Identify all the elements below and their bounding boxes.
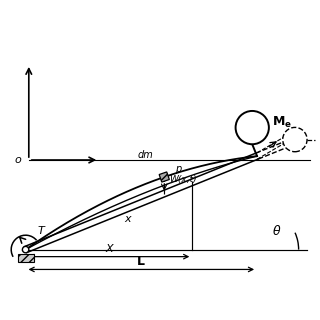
Text: x: x [124, 214, 131, 224]
Text: X: X [105, 244, 113, 254]
Circle shape [22, 246, 29, 253]
Text: T: T [38, 226, 44, 236]
Text: o: o [14, 155, 21, 165]
Text: $\theta$: $\theta$ [272, 224, 281, 238]
Circle shape [283, 127, 307, 152]
Polygon shape [159, 172, 169, 182]
Bar [18, 254, 34, 262]
Text: W(x,t): W(x,t) [169, 175, 197, 184]
Text: $\mathbf{M_e}$: $\mathbf{M_e}$ [272, 115, 292, 130]
Circle shape [236, 111, 269, 144]
Text: L: L [137, 255, 145, 268]
Text: dm: dm [137, 150, 153, 160]
Text: p: p [175, 164, 182, 174]
